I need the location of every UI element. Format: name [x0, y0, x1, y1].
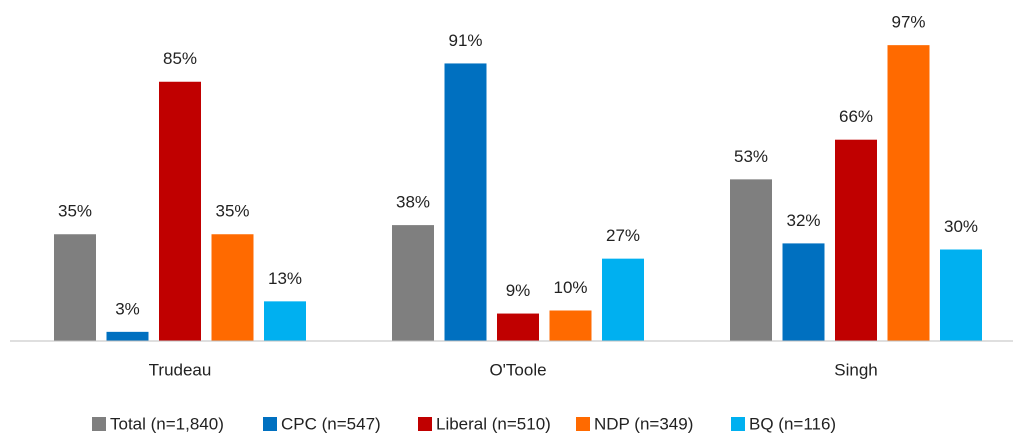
- bar: [392, 225, 434, 341]
- legend-label: NDP (n=349): [594, 414, 693, 433]
- bar: [730, 179, 772, 341]
- legend-label: BQ (n=116): [749, 414, 836, 433]
- data-label: 35%: [58, 202, 92, 221]
- data-label: 53%: [734, 147, 768, 166]
- x-tick-label: Trudeau: [149, 360, 212, 379]
- legend-swatch: [92, 417, 106, 431]
- data-label: 3%: [115, 299, 140, 318]
- bar: [887, 45, 930, 342]
- bar: [106, 331, 149, 341]
- data-label: 97%: [891, 13, 925, 32]
- data-label: 35%: [215, 202, 249, 221]
- bar: [159, 81, 201, 341]
- data-label: 13%: [268, 269, 302, 288]
- data-label: 66%: [839, 107, 873, 126]
- bar: [602, 258, 644, 341]
- legend-swatch: [576, 417, 590, 431]
- x-tick-label: Singh: [834, 360, 877, 379]
- legend-label: CPC (n=547): [281, 414, 381, 433]
- data-label: 85%: [163, 49, 197, 68]
- data-label: 27%: [606, 226, 640, 245]
- data-label: 30%: [944, 217, 978, 236]
- bar: [54, 234, 96, 341]
- data-label: 32%: [786, 211, 820, 230]
- x-tick-label: O'Toole: [489, 360, 546, 379]
- bar: [211, 234, 254, 341]
- legend-swatch: [731, 417, 745, 431]
- bar: [549, 310, 592, 341]
- data-label: 38%: [396, 193, 430, 212]
- bar: [497, 313, 539, 341]
- bar: [444, 63, 487, 341]
- data-label: 10%: [553, 278, 587, 297]
- bar: [940, 249, 982, 341]
- legend-swatch: [418, 417, 432, 431]
- bar: [264, 301, 306, 341]
- legend-label: Liberal (n=510): [436, 414, 551, 433]
- bar: [835, 139, 877, 341]
- data-label: 9%: [506, 281, 531, 300]
- bar: [782, 243, 825, 341]
- data-label: 91%: [448, 31, 482, 50]
- legend-swatch: [263, 417, 277, 431]
- legend-label: Total (n=1,840): [110, 414, 224, 433]
